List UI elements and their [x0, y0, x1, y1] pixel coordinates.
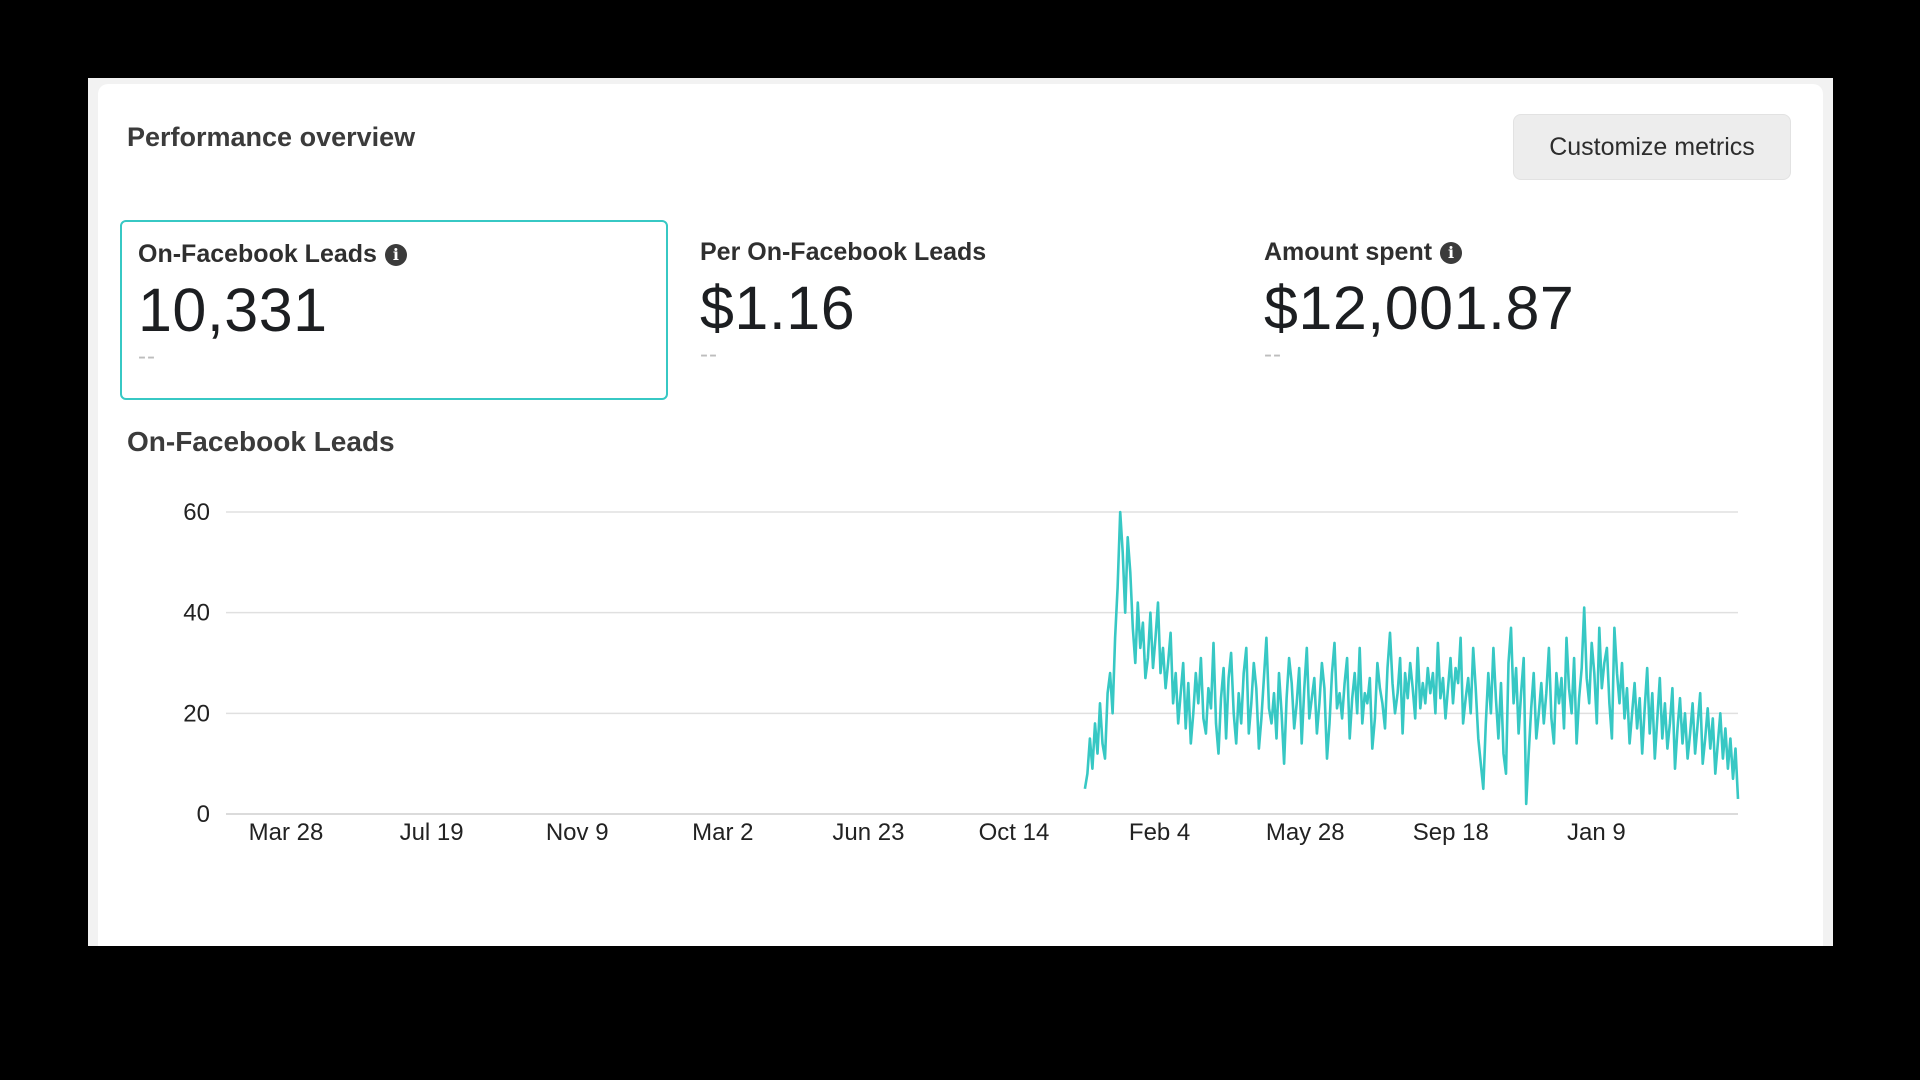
page-title: Performance overview: [127, 122, 416, 152]
metric-value: $1.16: [700, 274, 856, 342]
metric-card-leads[interactable]: On-Facebook Leads i 10,331 --: [120, 220, 668, 400]
x-tick-label: Feb 4: [1129, 819, 1190, 846]
series-line-leads[interactable]: [1083, 510, 1740, 806]
y-tick-label: 0: [197, 801, 210, 828]
x-tick-label: Mar 2: [692, 819, 753, 846]
x-tick-label: Nov 9: [546, 819, 609, 846]
metric-label: Per On-Facebook Leads: [700, 238, 987, 266]
metric-comparison: --: [138, 343, 156, 370]
window-frame: Performance overview Customize metrics O…: [88, 78, 1833, 946]
y-tick-label: 20: [183, 700, 210, 727]
chart-title: On-Facebook Leads: [127, 426, 395, 457]
performance-overview-card: Performance overview Customize metrics O…: [98, 84, 1823, 946]
y-tick-label: 60: [183, 499, 210, 526]
x-tick-label: Jul 19: [400, 819, 464, 846]
customize-metrics-button[interactable]: Customize metrics: [1513, 114, 1791, 180]
metric-card-amount-spent[interactable]: Amount spent i $12,001.87 --: [1248, 220, 1796, 400]
x-tick-label: Jan 9: [1567, 819, 1626, 846]
metric-comparison: --: [1264, 341, 1282, 368]
metric-comparison: --: [700, 341, 718, 368]
x-tick-label: May 28: [1266, 819, 1345, 846]
metric-value: 10,331: [138, 276, 328, 344]
metric-value: $12,001.87: [1264, 274, 1575, 342]
info-icon[interactable]: i: [384, 243, 407, 266]
metric-card-cost-per-lead[interactable]: Per On-Facebook Leads $1.16 --: [684, 220, 1232, 400]
metric-label: On-Facebook Leads: [138, 240, 377, 268]
x-tick-label: Jun 23: [832, 819, 904, 846]
y-tick-label: 40: [183, 600, 210, 627]
metric-label: Amount spent: [1264, 238, 1433, 266]
info-icon[interactable]: i: [1440, 241, 1463, 264]
leads-line-chart[interactable]: 0 20 40 60 Mar 28 Jul 19 Nov 9 Mar 2 Jun 23 Oct 1…: [98, 84, 1823, 946]
x-tick-label: Oct 14: [979, 819, 1050, 846]
x-tick-label: Mar 28: [249, 819, 324, 846]
x-tick-label: Sep 18: [1413, 819, 1489, 846]
